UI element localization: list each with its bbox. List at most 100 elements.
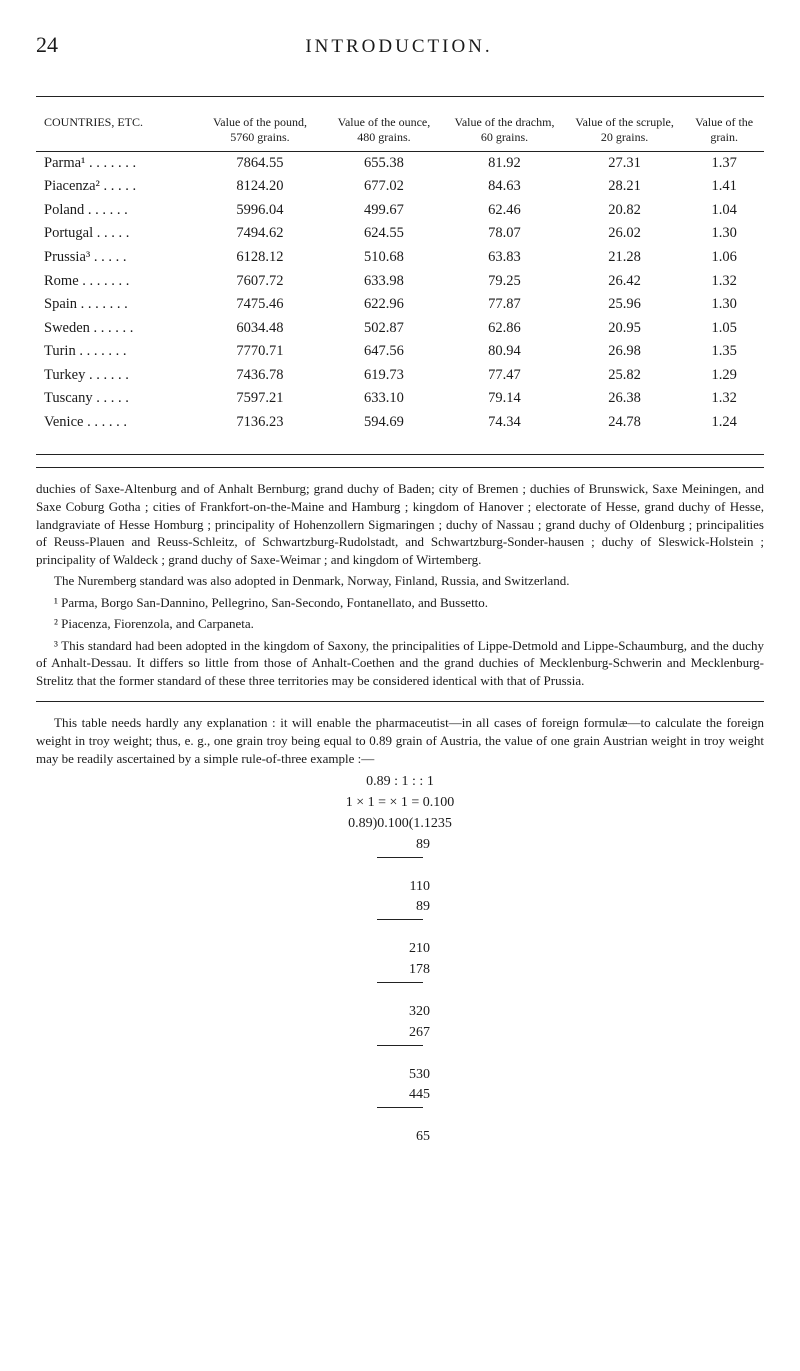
table-row: Piacenza² . . . . .8124.20677.0284.6328.… xyxy=(36,175,764,199)
value-cell: 26.98 xyxy=(565,340,684,364)
table-row: Parma¹ . . . . . . .7864.55655.3881.9227… xyxy=(36,151,764,175)
col-header: Value of the ounce, 480 grains. xyxy=(324,113,444,152)
value-cell: 7864.55 xyxy=(196,151,324,175)
value-cell: 624.55 xyxy=(324,222,444,246)
calc-step: 320 xyxy=(36,1003,764,1022)
value-cell: 62.86 xyxy=(444,317,565,341)
country-cell: Turkey . . . . . . xyxy=(36,364,196,388)
table-row: Tuscany . . . . .7597.21633.1079.1426.38… xyxy=(36,387,764,411)
calc-step: 178 xyxy=(36,961,764,980)
country-cell: Prussia³ . . . . . xyxy=(36,246,196,270)
value-cell: 7770.71 xyxy=(196,340,324,364)
value-cell: 21.28 xyxy=(565,246,684,270)
value-cell: 78.07 xyxy=(444,222,565,246)
value-cell: 25.96 xyxy=(565,293,684,317)
country-cell: Tuscany . . . . . xyxy=(36,387,196,411)
country-cell: Parma¹ . . . . . . . xyxy=(36,151,196,175)
table-row: Rome . . . . . . .7607.72633.9879.2526.4… xyxy=(36,270,764,294)
value-cell: 655.38 xyxy=(324,151,444,175)
value-cell: 1.24 xyxy=(684,411,764,435)
value-cell: 63.83 xyxy=(444,246,565,270)
value-cell: 1.05 xyxy=(684,317,764,341)
value-cell: 84.63 xyxy=(444,175,565,199)
calculation-block: 0.89 : 1 : : 1 1 × 1 = × 1 = 0.100 0.89)… xyxy=(36,773,764,1147)
footnote-3: ³ This standard had been adopted in the … xyxy=(36,637,764,690)
col-header: COUNTRIES, ETC. xyxy=(36,113,196,152)
value-cell: 499.67 xyxy=(324,199,444,223)
value-cell: 74.34 xyxy=(444,411,565,435)
value-cell: 1.32 xyxy=(684,270,764,294)
calc-step: 267 xyxy=(36,1024,764,1043)
value-cell: 7494.62 xyxy=(196,222,324,246)
col-header: Value of the grain. xyxy=(684,113,764,152)
note-nuremberg: The Nuremberg standard was also adopted … xyxy=(36,572,764,590)
divider xyxy=(36,701,764,702)
table-row: Spain . . . . . . .7475.46622.9677.8725.… xyxy=(36,293,764,317)
page-title: INTRODUCTION. xyxy=(305,34,492,60)
value-cell: 7597.21 xyxy=(196,387,324,411)
table-head: COUNTRIES, ETC.Value of the pound, 5760 … xyxy=(36,113,764,152)
value-cell: 6034.48 xyxy=(196,317,324,341)
value-cell: 510.68 xyxy=(324,246,444,270)
note-duchies: duchies of Saxe-Altenburg and of Anhalt … xyxy=(36,480,764,568)
value-cell: 26.38 xyxy=(565,387,684,411)
country-cell: Turin . . . . . . . xyxy=(36,340,196,364)
value-cell: 1.30 xyxy=(684,222,764,246)
col-header: Value of the scruple, 20 grains. xyxy=(565,113,684,152)
value-cell: 1.41 xyxy=(684,175,764,199)
value-cell: 80.94 xyxy=(444,340,565,364)
value-cell: 1.06 xyxy=(684,246,764,270)
footnote-2: ² Piacenza, Fiorenzola, and Carpaneta. xyxy=(36,615,764,633)
value-cell: 26.42 xyxy=(565,270,684,294)
value-cell: 1.32 xyxy=(684,387,764,411)
value-cell: 7475.46 xyxy=(196,293,324,317)
calc-mult: 1 × 1 = × 1 = 0.100 xyxy=(36,794,764,813)
value-cell: 622.96 xyxy=(324,293,444,317)
country-cell: Poland . . . . . . xyxy=(36,199,196,223)
country-cell: Rome . . . . . . . xyxy=(36,270,196,294)
table-row: Poland . . . . . .5996.04499.6762.4620.8… xyxy=(36,199,764,223)
value-cell: 677.02 xyxy=(324,175,444,199)
calc-step: 110 xyxy=(36,878,764,897)
table-row: Turkey . . . . . .7436.78619.7377.4725.8… xyxy=(36,364,764,388)
notes-block: duchies of Saxe-Altenburg and of Anhalt … xyxy=(36,480,764,689)
value-cell: 26.02 xyxy=(565,222,684,246)
calc-step: 445 xyxy=(36,1086,764,1105)
value-cell: 20.95 xyxy=(565,317,684,341)
value-cell: 647.56 xyxy=(324,340,444,364)
value-cell: 77.47 xyxy=(444,364,565,388)
calc-step: 65 xyxy=(36,1128,764,1147)
values-table: COUNTRIES, ETC.Value of the pound, 5760 … xyxy=(36,113,764,435)
country-cell: Spain . . . . . . . xyxy=(36,293,196,317)
calc-div: 0.89)0.100(1.1235 xyxy=(36,815,764,834)
value-cell: 594.69 xyxy=(324,411,444,435)
table-row: Prussia³ . . . . .6128.12510.6863.8321.2… xyxy=(36,246,764,270)
value-cell: 7436.78 xyxy=(196,364,324,388)
country-cell: Portugal . . . . . xyxy=(36,222,196,246)
footnote-1: ¹ Parma, Borgo San-Dannino, Pellegrino, … xyxy=(36,594,764,612)
value-cell: 633.10 xyxy=(324,387,444,411)
calc-step: 89 xyxy=(36,836,764,855)
value-cell: 7607.72 xyxy=(196,270,324,294)
value-cell: 25.82 xyxy=(565,364,684,388)
value-cell: 28.21 xyxy=(565,175,684,199)
value-cell: 62.46 xyxy=(444,199,565,223)
values-table-wrap: COUNTRIES, ETC.Value of the pound, 5760 … xyxy=(36,96,764,456)
value-cell: 20.82 xyxy=(565,199,684,223)
value-cell: 1.29 xyxy=(684,364,764,388)
country-cell: Sweden . . . . . . xyxy=(36,317,196,341)
divider xyxy=(36,467,764,468)
value-cell: 6128.12 xyxy=(196,246,324,270)
country-cell: Venice . . . . . . xyxy=(36,411,196,435)
value-cell: 1.04 xyxy=(684,199,764,223)
value-cell: 8124.20 xyxy=(196,175,324,199)
value-cell: 633.98 xyxy=(324,270,444,294)
country-cell: Piacenza² . . . . . xyxy=(36,175,196,199)
value-cell: 1.35 xyxy=(684,340,764,364)
col-header: Value of the pound, 5760 grains. xyxy=(196,113,324,152)
col-header: Value of the drachm, 60 grains. xyxy=(444,113,565,152)
value-cell: 81.92 xyxy=(444,151,565,175)
table-row: Sweden . . . . . .6034.48502.8762.8620.9… xyxy=(36,317,764,341)
value-cell: 1.37 xyxy=(684,151,764,175)
page-number: 24 xyxy=(36,30,58,60)
